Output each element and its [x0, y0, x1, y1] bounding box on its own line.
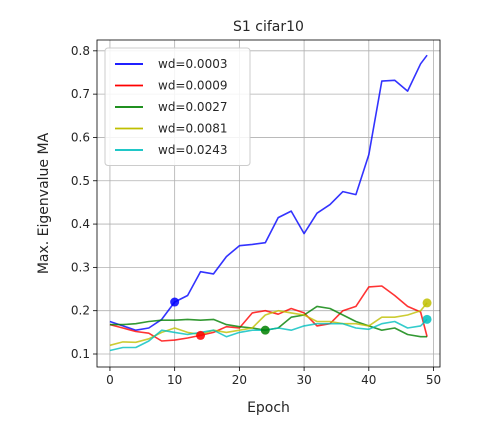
- y-tick-label: 0.7: [71, 87, 90, 101]
- y-tick-label: 0.8: [71, 44, 90, 58]
- series-line-4: [109, 318, 428, 352]
- chart-title: S1 cifar10: [233, 19, 304, 35]
- y-tick-label: 0.4: [71, 217, 90, 231]
- x-tick-label: 30: [296, 373, 311, 387]
- markers-layer: [170, 297, 432, 340]
- legend-label-1: wd=0.0009: [158, 79, 227, 93]
- y-tick-label: 0.5: [71, 174, 90, 188]
- legend-label-3: wd=0.0081: [158, 122, 227, 136]
- series-marker-0: [170, 297, 180, 307]
- x-tick-label: 40: [361, 373, 376, 387]
- series-layer: [109, 54, 428, 352]
- x-tick-label: 10: [167, 373, 182, 387]
- x-tick-label: 50: [426, 373, 441, 387]
- series-marker-1: [196, 330, 206, 340]
- series-line-0: [109, 54, 428, 332]
- y-tick-label: 0.6: [71, 130, 90, 144]
- legend-label-2: wd=0.0027: [158, 100, 227, 114]
- legend-label-4: wd=0.0243: [158, 143, 227, 157]
- x-axis-label: Epoch: [247, 400, 290, 416]
- legend: wd=0.0003 wd=0.0009 wd=0.0027 wd=0.0081 wd=0…: [104, 47, 251, 166]
- legend-label-0: wd=0.0003: [158, 57, 227, 71]
- y-tick-label: 0.2: [71, 304, 90, 318]
- series-marker-2: [260, 325, 270, 335]
- series-marker-4: [422, 314, 432, 324]
- legend-box: [104, 47, 251, 166]
- x-tick-label: 0: [106, 373, 114, 387]
- y-tick-label: 0.1: [71, 347, 90, 361]
- series-line-3: [109, 302, 428, 347]
- x-ticks: 0 10 20 30 40 50: [106, 367, 441, 387]
- series-marker-3: [422, 298, 432, 308]
- y-axis-label: Max. Eigenvalue MA: [36, 132, 52, 274]
- y-ticks: 0.1 0.2 0.3 0.4 0.5 0.6 0.7 0.8: [71, 44, 97, 361]
- plot-frame: [96, 39, 441, 368]
- x-tick-label: 20: [232, 373, 247, 387]
- y-tick-label: 0.3: [71, 260, 90, 274]
